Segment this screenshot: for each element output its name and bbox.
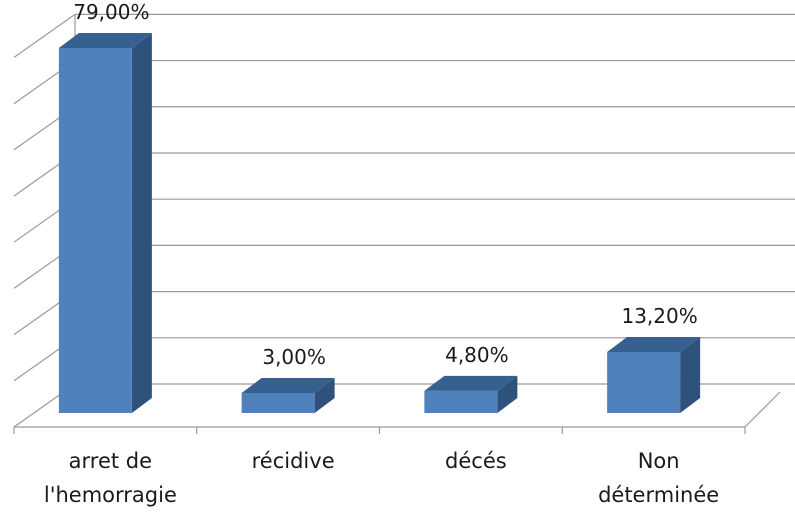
x-tick-label: récidive bbox=[203, 444, 383, 478]
bar-front bbox=[424, 390, 498, 413]
bar-top bbox=[58, 33, 152, 48]
data-label: 13,20% bbox=[621, 304, 697, 328]
bar-top bbox=[424, 375, 518, 391]
bar bbox=[607, 337, 701, 413]
x-tick-label: décés bbox=[386, 444, 566, 478]
wall-diagonal bbox=[13, 13, 76, 58]
bar-front bbox=[607, 352, 681, 413]
x-tick-label-line: décés bbox=[445, 449, 507, 473]
bar bbox=[241, 378, 335, 413]
x-tick-label-line: récidive bbox=[251, 449, 335, 473]
x-tick-label-line: l'hemorragie bbox=[43, 483, 177, 507]
bar-front bbox=[58, 48, 132, 413]
bar-side bbox=[314, 378, 335, 413]
x-tick-label-line: arret de bbox=[68, 449, 153, 473]
data-label: 3,00% bbox=[262, 345, 326, 369]
bars bbox=[58, 33, 701, 413]
x-tick-label-line: déterminée bbox=[598, 483, 720, 507]
gridlines bbox=[13, 13, 795, 434]
bar-top bbox=[241, 378, 335, 393]
data-label: 79,00% bbox=[73, 0, 149, 24]
x-tick-label: arret de l'hemorragie bbox=[20, 444, 200, 512]
data-labels: 79,00% 3,00% 4,80% 13,20% bbox=[73, 0, 698, 369]
floor-right-edge bbox=[744, 391, 781, 428]
x-tick-label: Non déterminée bbox=[569, 444, 749, 512]
bar-front bbox=[241, 393, 315, 413]
bar-side bbox=[497, 375, 518, 413]
bar-side bbox=[131, 33, 152, 413]
bar-top bbox=[607, 337, 701, 353]
data-label: 4,80% bbox=[445, 343, 509, 367]
bar bbox=[424, 375, 518, 413]
x-tick-label-line: Non bbox=[637, 449, 680, 473]
bar bbox=[58, 33, 152, 413]
bar-side bbox=[680, 337, 701, 413]
